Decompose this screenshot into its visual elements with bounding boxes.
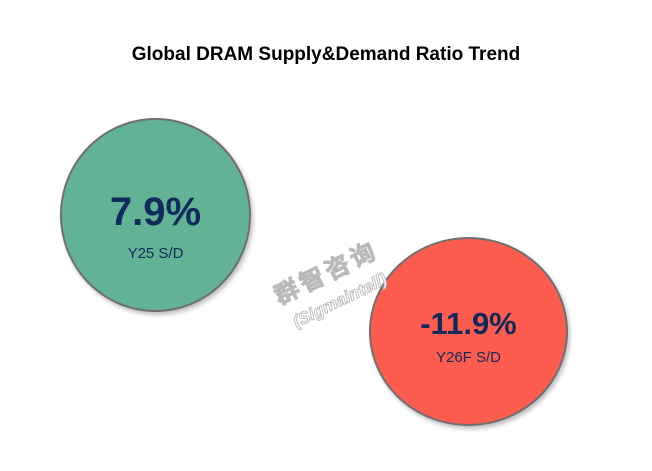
bubble-y25-value: 7.9%	[109, 190, 202, 234]
watermark-line1: 群智咨询	[270, 236, 383, 310]
bubble-y25: 7.9% Y25 S/D	[60, 118, 251, 312]
chart-title: Global DRAM Supply&Demand Ratio Trend	[131, 44, 521, 65]
bubble-y26f-value: -11.9%	[420, 306, 517, 341]
bubble-y26f: -11.9% Y26F S/D	[369, 237, 568, 426]
bubble-y26f-label: Y26F S/D	[435, 349, 502, 366]
bubble-y25-label: Y25 S/D	[127, 245, 184, 262]
